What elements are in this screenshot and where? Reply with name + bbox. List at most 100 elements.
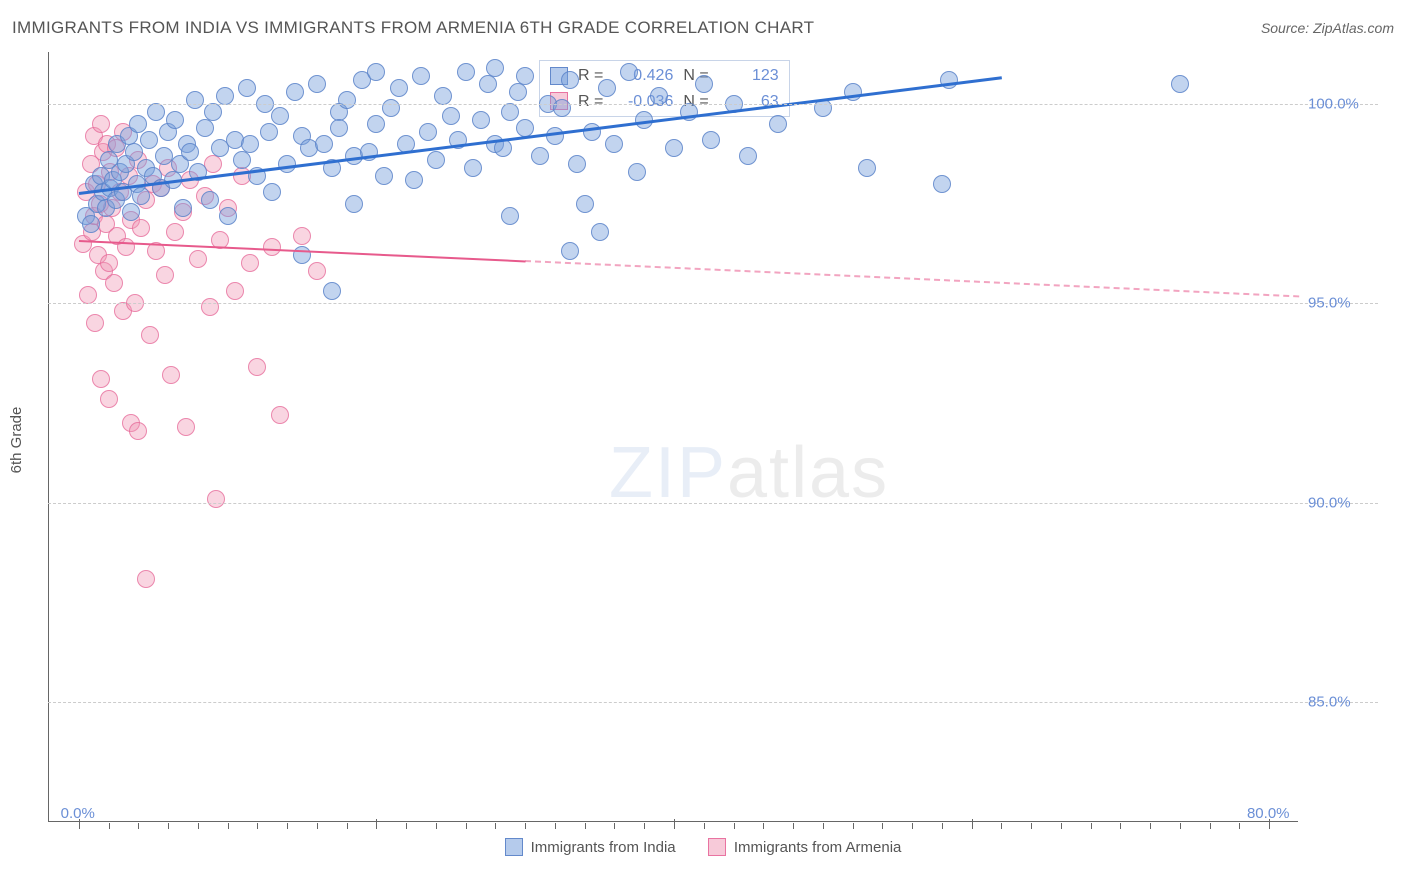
- scatter-point-india: [345, 195, 363, 213]
- scatter-point-india: [82, 215, 100, 233]
- plot-area: ZIPatlas R = 0.426 N = 123 R = -0.036 N …: [48, 52, 1298, 822]
- scatter-point-india: [129, 115, 147, 133]
- swatch-india: [505, 838, 523, 856]
- x-tick: [674, 819, 675, 829]
- legend-label-india: Immigrants from India: [531, 839, 676, 856]
- scatter-point-india: [338, 91, 356, 109]
- x-tick: [912, 823, 913, 829]
- scatter-point-armenia: [100, 390, 118, 408]
- scatter-point-india: [665, 139, 683, 157]
- scatter-point-india: [516, 119, 534, 137]
- scatter-point-armenia: [308, 262, 326, 280]
- gridline-h: [48, 303, 1378, 304]
- trend-line: [525, 260, 1299, 297]
- scatter-point-armenia: [293, 227, 311, 245]
- plot-wrap: ZIPatlas R = 0.426 N = 123 R = -0.036 N …: [48, 52, 1378, 822]
- scatter-point-india: [598, 79, 616, 97]
- x-tick: [287, 823, 288, 829]
- scatter-point-armenia: [226, 282, 244, 300]
- x-tick: [436, 823, 437, 829]
- scatter-point-armenia: [177, 418, 195, 436]
- x-tick: [406, 823, 407, 829]
- scatter-point-india: [457, 63, 475, 81]
- x-tick: [109, 823, 110, 829]
- source-name: ZipAtlas.com: [1313, 20, 1394, 36]
- scatter-point-india: [278, 155, 296, 173]
- scatter-point-india: [501, 207, 519, 225]
- legend-label-armenia: Immigrants from Armenia: [734, 839, 902, 856]
- scatter-point-india: [858, 159, 876, 177]
- scatter-point-india: [219, 207, 237, 225]
- scatter-point-india: [238, 79, 256, 97]
- scatter-point-india: [390, 79, 408, 97]
- y-tick-label: 100.0%: [1308, 95, 1359, 112]
- scatter-point-india: [650, 87, 668, 105]
- scatter-point-india: [702, 131, 720, 149]
- gridline-h: [48, 702, 1378, 703]
- scatter-point-india: [568, 155, 586, 173]
- scatter-point-india: [263, 183, 281, 201]
- scatter-point-india: [132, 187, 150, 205]
- scatter-point-armenia: [132, 219, 150, 237]
- scatter-point-armenia: [137, 570, 155, 588]
- x-tick: [495, 823, 496, 829]
- scatter-point-armenia: [248, 358, 266, 376]
- scatter-point-india: [186, 91, 204, 109]
- x-tick: [228, 823, 229, 829]
- x-tick: [1239, 823, 1240, 829]
- x-tick: [525, 823, 526, 829]
- scatter-point-india: [605, 135, 623, 153]
- scatter-point-india: [216, 87, 234, 105]
- x-tick: [138, 823, 139, 829]
- chart-title: IMMIGRANTS FROM INDIA VS IMMIGRANTS FROM…: [12, 18, 814, 38]
- x-tick: [198, 823, 199, 829]
- x-tick: [376, 819, 377, 829]
- scatter-point-india: [147, 103, 165, 121]
- x-tick: [972, 819, 973, 829]
- scatter-point-india: [375, 167, 393, 185]
- scatter-point-india: [323, 282, 341, 300]
- x-tick: [853, 823, 854, 829]
- scatter-point-armenia: [189, 250, 207, 268]
- scatter-point-india: [628, 163, 646, 181]
- scatter-point-india: [233, 151, 251, 169]
- scatter-point-armenia: [92, 115, 110, 133]
- scatter-point-india: [531, 147, 549, 165]
- scatter-point-india: [501, 103, 519, 121]
- scatter-point-india: [561, 71, 579, 89]
- scatter-point-india: [315, 135, 333, 153]
- x-tick: [317, 823, 318, 829]
- scatter-point-armenia: [92, 370, 110, 388]
- scatter-point-india: [308, 75, 326, 93]
- x-tick: [1061, 823, 1062, 829]
- chart-header: IMMIGRANTS FROM INDIA VS IMMIGRANTS FROM…: [12, 18, 1394, 38]
- source-prefix: Source:: [1261, 20, 1313, 36]
- scatter-point-india: [412, 67, 430, 85]
- scatter-point-india: [204, 103, 222, 121]
- scatter-point-armenia: [162, 366, 180, 384]
- watermark-zip: ZIP: [609, 433, 727, 513]
- scatter-point-armenia: [263, 238, 281, 256]
- scatter-point-india: [122, 203, 140, 221]
- x-tick: [823, 823, 824, 829]
- scatter-point-india: [620, 63, 638, 81]
- x-tick: [1001, 823, 1002, 829]
- scatter-point-india: [419, 123, 437, 141]
- scatter-point-india: [260, 123, 278, 141]
- x-tick: [763, 823, 764, 829]
- x-tick: [1150, 823, 1151, 829]
- stats-n-value-india: 123: [719, 63, 779, 89]
- legend-item-armenia: Immigrants from Armenia: [708, 838, 902, 856]
- scatter-point-india: [271, 107, 289, 125]
- x-tick: [585, 823, 586, 829]
- watermark: ZIPatlas: [609, 432, 889, 514]
- scatter-point-armenia: [141, 326, 159, 344]
- gridline-h: [48, 104, 1378, 105]
- scatter-point-india: [583, 123, 601, 141]
- scatter-point-india: [591, 223, 609, 241]
- scatter-point-india: [933, 175, 951, 193]
- y-tick-label: 95.0%: [1308, 295, 1351, 312]
- scatter-point-india: [553, 99, 571, 117]
- y-tick-label: 85.0%: [1308, 694, 1351, 711]
- x-tick: [1031, 823, 1032, 829]
